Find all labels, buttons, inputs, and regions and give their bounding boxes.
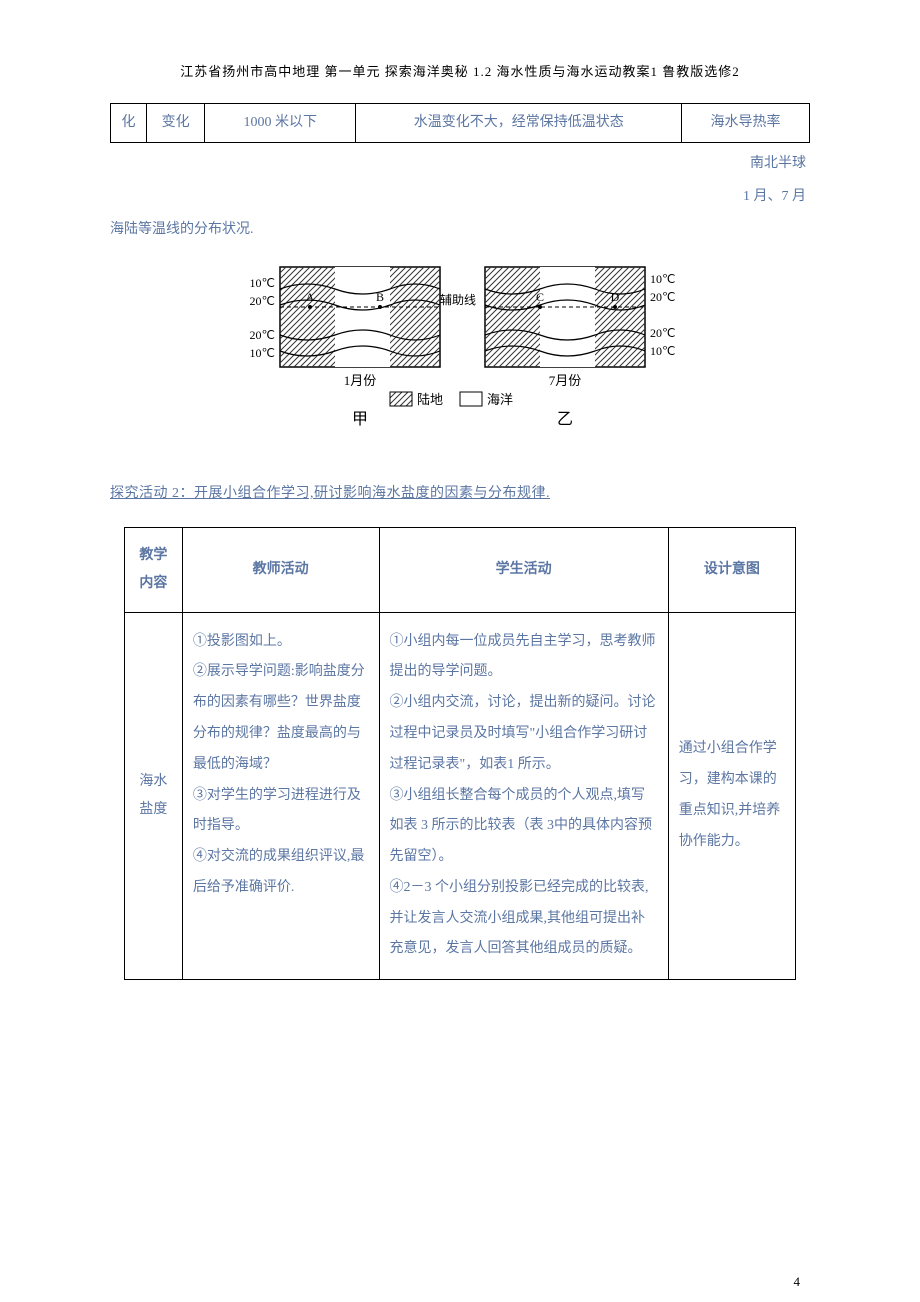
- intent-cell: 通过小组合作学习，建构本课的重点知识,并培养协作能力。: [668, 612, 795, 980]
- svg-text:7月份: 7月份: [549, 373, 582, 388]
- svg-text:1月份: 1月份: [344, 373, 377, 388]
- page-number: 4: [794, 1270, 801, 1293]
- svg-text:B: B: [376, 290, 384, 304]
- header-cell: 教学内容: [125, 527, 183, 612]
- topic-cell: 海水盐度: [125, 612, 183, 980]
- isotherm-diagram: A B 10℃ 20℃ 20℃ 10℃ 1月份 辅助线 C: [110, 262, 810, 441]
- svg-text:辅助线: 辅助线: [440, 293, 476, 307]
- activity-table: 教学内容 教师活动 学生活动 设计意图 海水盐度 ①投影图如上。②展示导学问题:…: [124, 527, 796, 981]
- svg-text:10℃: 10℃: [650, 344, 675, 358]
- svg-text:D: D: [611, 290, 620, 304]
- svg-text:甲: 甲: [352, 411, 368, 428]
- svg-text:20℃: 20℃: [250, 328, 275, 342]
- cell: 水温变化不大，经常保持低温状态: [356, 104, 682, 142]
- cell: 1000 米以下: [205, 104, 356, 142]
- table-header-row: 教学内容 教师活动 学生活动 设计意图: [125, 527, 796, 612]
- svg-text:10℃: 10℃: [250, 276, 275, 290]
- header-cell: 学生活动: [379, 527, 668, 612]
- page-header: 江苏省扬州市高中地理 第一单元 探索海洋奥秘 1.2 海水性质与海水运动教案1 …: [110, 60, 810, 83]
- header-cell: 教师活动: [182, 527, 379, 612]
- isotherm-text: 海陆等温线的分布状况.: [110, 217, 810, 242]
- cell: 海水导热率: [682, 104, 810, 142]
- student-cell: ①小组内每一位成员先自主学习，思考教师提出的导学问题。②小组内交流，讨论，提出新…: [379, 612, 668, 980]
- svg-text:10℃: 10℃: [250, 346, 275, 360]
- svg-text:C: C: [536, 290, 544, 304]
- activity-label: 探究活动 2：开展小组合作学习,研讨影响海水盐度的因素与分布规律.: [110, 481, 810, 506]
- teacher-cell: ①投影图如上。②展示导学问题:影响盐度分布的因素有哪些？世界盐度分布的规律？盐度…: [182, 612, 379, 980]
- svg-text:20℃: 20℃: [650, 326, 675, 340]
- svg-text:海洋: 海洋: [487, 392, 513, 407]
- svg-text:A: A: [306, 290, 315, 304]
- cell: 化: [111, 104, 147, 142]
- table-row: 海水盐度 ①投影图如上。②展示导学问题:影响盐度分布的因素有哪些？世界盐度分布的…: [125, 612, 796, 980]
- svg-text:20℃: 20℃: [250, 294, 275, 308]
- after-text: 南北半球: [110, 151, 810, 176]
- svg-text:20℃: 20℃: [650, 290, 675, 304]
- table-row: 化 变化 1000 米以下 水温变化不大，经常保持低温状态 海水导热率: [111, 104, 810, 142]
- partial-table: 化 变化 1000 米以下 水温变化不大，经常保持低温状态 海水导热率: [110, 103, 810, 142]
- svg-text:乙: 乙: [557, 411, 573, 428]
- svg-text:10℃: 10℃: [650, 272, 675, 286]
- month-text: 1 月、7 月: [110, 184, 810, 209]
- header-cell: 设计意图: [668, 527, 795, 612]
- cell: 变化: [147, 104, 205, 142]
- svg-text:陆地: 陆地: [417, 392, 443, 407]
